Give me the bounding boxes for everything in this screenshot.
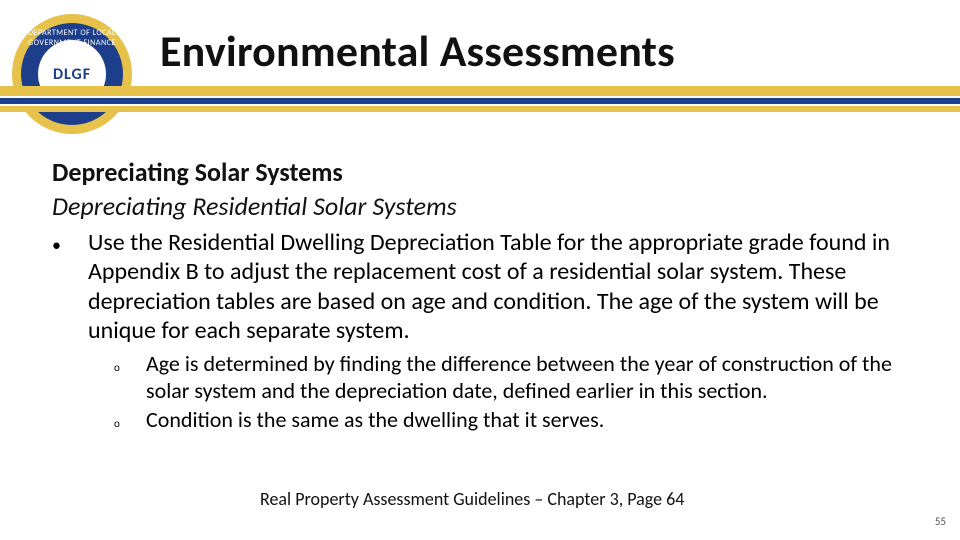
stripe-yellow-bottom <box>0 106 960 112</box>
bullet-marker: • <box>52 228 70 436</box>
slide: DEPARTMENT OF LOCAL GOVERNMENT FINANCE D… <box>0 0 960 540</box>
content-area: Depreciating Solar Systems Depreciating … <box>52 156 936 436</box>
slide-title: Environmental Assessments <box>160 24 675 78</box>
page-number: 55 <box>935 515 946 528</box>
footer-citation: Real Property Assessment Guidelines – Ch… <box>260 488 684 510</box>
section-heading: Depreciating Solar Systems <box>52 156 936 188</box>
sub-bullet-text: Condition is the same as the dwelling th… <box>146 407 936 434</box>
bullet-content: Use the Residential Dwelling Depreciatio… <box>88 228 936 436</box>
bullet-item: • Use the Residential Dwelling Depreciat… <box>52 228 936 436</box>
logo-outer-ring: DEPARTMENT OF LOCAL GOVERNMENT FINANCE D… <box>12 14 132 134</box>
bullet-text: Use the Residential Dwelling Depreciatio… <box>88 228 936 345</box>
logo-ring-text: DEPARTMENT OF LOCAL GOVERNMENT FINANCE <box>12 28 132 48</box>
sub-bullet-item: o Age is determined by finding the diffe… <box>114 351 936 405</box>
logo-acronym: DLGF <box>53 65 91 84</box>
sub-bullet-marker: o <box>114 351 128 405</box>
divider-stripes <box>0 86 960 112</box>
sub-bullet-list: o Age is determined by finding the diffe… <box>88 351 936 433</box>
sub-bullet-marker: o <box>114 407 128 434</box>
sub-bullet-item: o Condition is the same as the dwelling … <box>114 407 936 434</box>
stripe-yellow-top <box>0 86 960 96</box>
section-subheading: Depreciating Residential Solar Systems <box>52 190 936 222</box>
dlgf-logo: DEPARTMENT OF LOCAL GOVERNMENT FINANCE D… <box>12 14 132 134</box>
sub-bullet-text: Age is determined by finding the differe… <box>146 351 936 405</box>
